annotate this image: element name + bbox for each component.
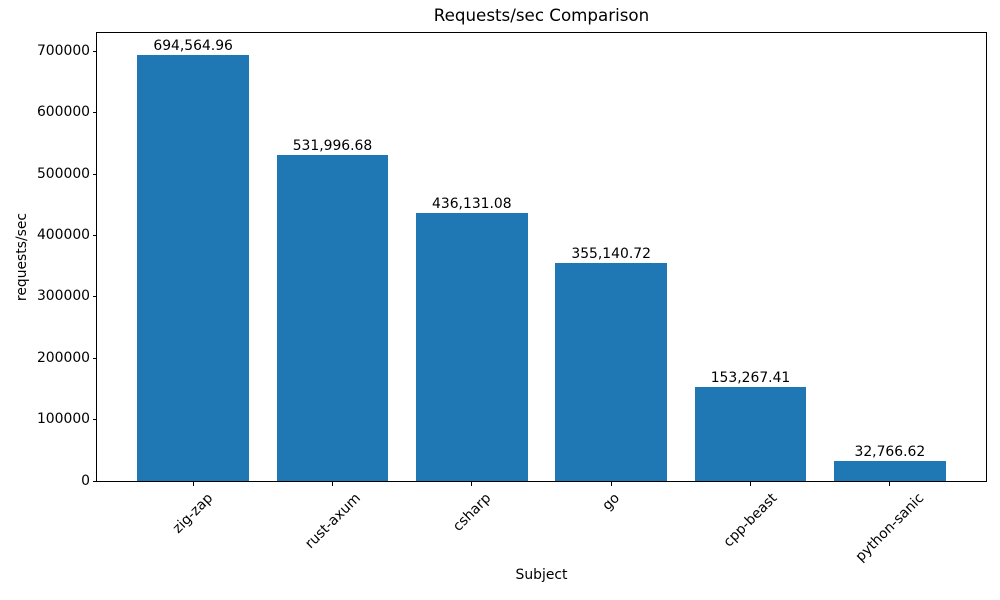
bar-value-label: 694,564.96	[153, 37, 233, 54]
bar-rust-axum	[276, 154, 389, 481]
y-axis-label: requests/sec	[14, 212, 30, 302]
bar-csharp	[416, 213, 528, 481]
x-tick-label: zig-zap	[169, 490, 217, 537]
bar-value-label: 355,140.72	[571, 246, 651, 263]
x-tick-label: rust-axum	[301, 490, 364, 553]
x-tick-label: python-sanic	[852, 490, 928, 566]
x-tick-mark	[610, 482, 612, 486]
y-tick-label: 700000	[36, 42, 90, 59]
y-tick-label: 0	[81, 472, 90, 489]
y-tick-mark	[92, 296, 97, 298]
y-tick-mark	[92, 50, 97, 52]
bar-value-label: 531,996.68	[292, 137, 373, 154]
y-tick-label: 600000	[36, 104, 90, 121]
y-tick-mark	[92, 419, 97, 421]
x-tick-mark	[750, 482, 751, 486]
y-tick-label: 500000	[36, 165, 90, 182]
bar-python-sanic	[834, 460, 946, 481]
y-tick-label: 400000	[36, 227, 90, 244]
x-tick-label: go	[599, 490, 624, 514]
y-tick-label: 100000	[36, 411, 90, 428]
x-tick-label: csharp	[449, 490, 494, 535]
x-tick-label: cpp-beast	[720, 490, 781, 551]
y-tick-mark	[92, 173, 97, 175]
x-tick-mark	[331, 482, 333, 486]
chart-title: Requests/sec Comparison	[433, 5, 650, 25]
x-axis-label: Subject	[515, 567, 568, 583]
y-tick-label: 200000	[36, 349, 90, 366]
bar-go	[555, 263, 667, 481]
x-tick-mark	[192, 482, 194, 486]
x-tick-mark	[889, 482, 891, 486]
bar-zig-zap	[137, 54, 249, 481]
y-tick-mark	[92, 480, 97, 482]
y-tick-mark	[92, 357, 97, 359]
y-tick-mark	[92, 112, 97, 114]
x-tick-mark	[471, 482, 473, 486]
bar-value-label: 153,267.41	[710, 369, 791, 386]
y-tick-label: 300000	[36, 288, 90, 305]
y-tick-mark	[92, 235, 97, 237]
bar-cpp-beast	[694, 386, 807, 481]
bar-value-label: 32,766.62	[854, 443, 926, 460]
bar-value-label: 436,131.08	[432, 196, 512, 213]
